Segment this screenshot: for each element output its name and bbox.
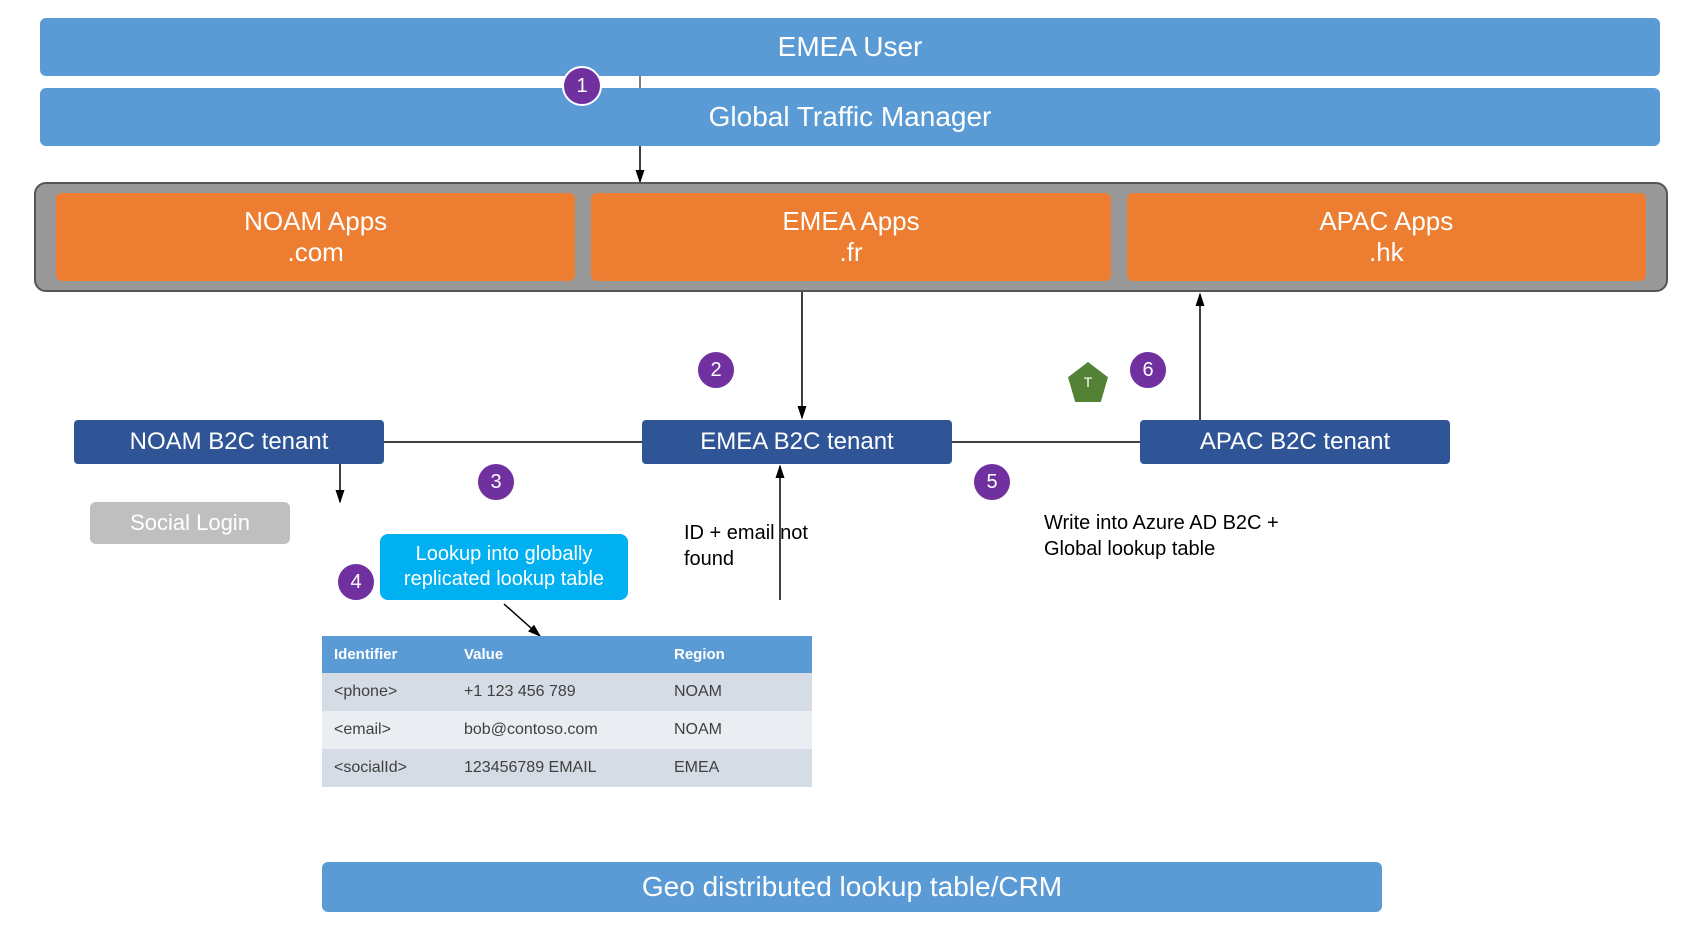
emea-tenant: EMEA B2C tenant bbox=[642, 420, 952, 464]
lookup-callout-text: Lookup into globally replicated lookup t… bbox=[394, 542, 614, 592]
geo-crm-banner: Geo distributed lookup table/CRM bbox=[322, 862, 1382, 912]
step-badge-3: 3 bbox=[476, 462, 516, 502]
col-value: Value bbox=[452, 636, 662, 673]
apps-container: NOAM Apps .com EMEA Apps .fr APAC Apps .… bbox=[34, 182, 1668, 292]
noam-app-box: NOAM Apps .com bbox=[56, 193, 575, 281]
emea-user-banner: EMEA User bbox=[40, 18, 1660, 76]
step-badge-1: 1 bbox=[562, 66, 602, 106]
col-identifier: Identifier bbox=[322, 636, 452, 673]
table-row: <phone> +1 123 456 789 NOAM bbox=[322, 673, 812, 711]
noam-tenant-label: NOAM B2C tenant bbox=[130, 428, 329, 456]
emea-app-box: EMEA Apps .fr bbox=[591, 193, 1110, 281]
geo-crm-label: Geo distributed lookup table/CRM bbox=[642, 871, 1062, 903]
noam-tenant: NOAM B2C tenant bbox=[74, 420, 384, 464]
emea-app-name: EMEA Apps bbox=[591, 206, 1110, 237]
social-login-label: Social Login bbox=[130, 510, 250, 536]
noam-app-name: NOAM Apps bbox=[56, 206, 575, 237]
col-region: Region bbox=[662, 636, 812, 673]
apac-app-domain: .hk bbox=[1127, 237, 1646, 268]
table-header-row: Identifier Value Region bbox=[322, 636, 812, 673]
lookup-table: Identifier Value Region <phone> +1 123 4… bbox=[322, 636, 812, 787]
emea-tenant-label: EMEA B2C tenant bbox=[700, 428, 893, 456]
pentagon-label: T bbox=[1084, 374, 1093, 390]
gtm-label: Global Traffic Manager bbox=[709, 101, 992, 133]
token-pentagon-icon: T bbox=[1068, 362, 1108, 402]
apac-tenant-label: APAC B2C tenant bbox=[1200, 428, 1390, 456]
gtm-banner: Global Traffic Manager bbox=[40, 88, 1660, 146]
apac-app-name: APAC Apps bbox=[1127, 206, 1646, 237]
apac-app-box: APAC Apps .hk bbox=[1127, 193, 1646, 281]
step-badge-6: 6 bbox=[1128, 350, 1168, 390]
apac-tenant: APAC B2C tenant bbox=[1140, 420, 1450, 464]
table-row: <socialId> 123456789 EMAIL EMEA bbox=[322, 749, 812, 787]
step-badge-2: 2 bbox=[696, 350, 736, 390]
table-row: <email> bob@contoso.com NOAM bbox=[322, 711, 812, 749]
id-notfound-label: ID + email not found bbox=[684, 520, 844, 572]
write-into-label: Write into Azure AD B2C + Global lookup … bbox=[1044, 510, 1324, 562]
lookup-callout: Lookup into globally replicated lookup t… bbox=[380, 534, 628, 600]
social-login-box: Social Login bbox=[90, 502, 290, 544]
step-badge-4: 4 bbox=[336, 562, 376, 602]
emea-app-domain: .fr bbox=[591, 237, 1110, 268]
noam-app-domain: .com bbox=[56, 237, 575, 268]
emea-user-label: EMEA User bbox=[778, 31, 923, 63]
step-badge-5: 5 bbox=[972, 462, 1012, 502]
